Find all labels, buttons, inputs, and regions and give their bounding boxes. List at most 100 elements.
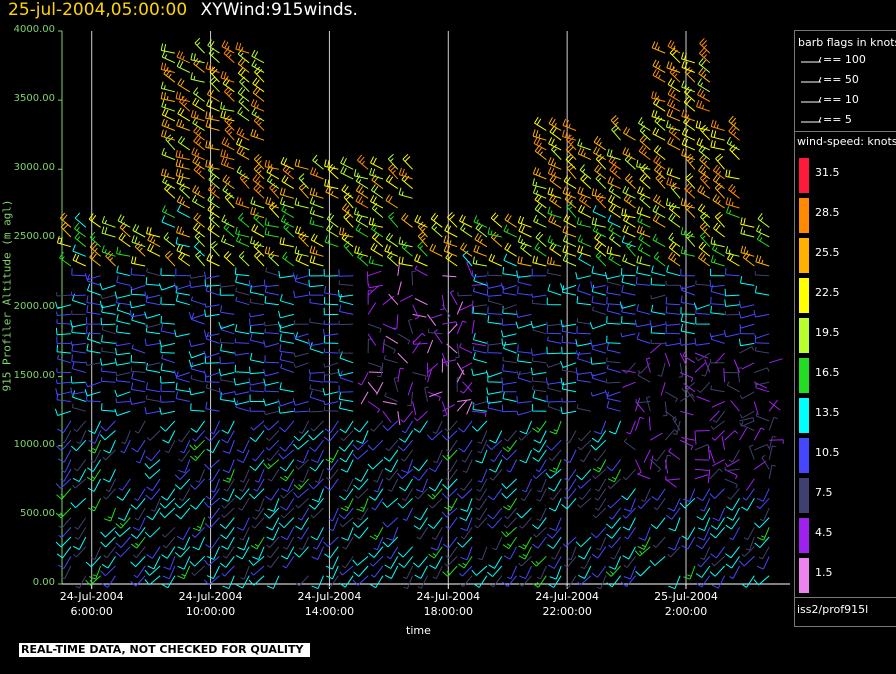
wind-barb: [323, 400, 339, 406]
wind-barb: [145, 323, 161, 329]
wind-barb: [487, 507, 503, 520]
wind-barb: [208, 469, 220, 482]
wind-barb: [594, 488, 607, 501]
wind-barb: [684, 183, 696, 199]
wind-barb: [622, 468, 636, 481]
wind-barb: [190, 110, 205, 122]
wind-barb: [622, 517, 636, 531]
wind-barb: [279, 196, 294, 209]
wind-barb: [604, 389, 621, 397]
wind-barb: [578, 565, 592, 579]
wind-barb: [100, 420, 116, 432]
wind-barb: [578, 252, 592, 267]
wind-barb: [101, 367, 116, 373]
wind-barb: [561, 285, 577, 296]
wind-barb: [101, 377, 116, 383]
wind-barb: [532, 385, 547, 393]
wind-barb: [561, 397, 577, 403]
wind-barb: [430, 536, 443, 551]
wind-barb: [606, 296, 621, 306]
wind-barb: [203, 329, 220, 338]
wind-barb: [353, 420, 369, 433]
wind-barb: [537, 478, 547, 493]
wind-barb: [267, 556, 280, 568]
wind-barb: [694, 459, 709, 461]
wind-barb: [502, 266, 517, 277]
wind-barb: [759, 507, 770, 522]
wind-barb: [694, 468, 709, 471]
wind-barb: [460, 381, 473, 394]
wind-barb: [145, 277, 161, 286]
wind-barb: [373, 536, 384, 551]
speed-label: 16.5: [815, 366, 840, 379]
wind-barb: [429, 391, 443, 398]
speed-swatch: [799, 518, 809, 553]
wind-barb: [293, 362, 309, 368]
wind-barb: [236, 127, 250, 141]
wind-barb: [194, 37, 205, 54]
wind-barb: [175, 159, 190, 170]
wind-barb: [263, 398, 280, 406]
wind-barb: [532, 517, 547, 530]
wind-barb: [589, 322, 606, 330]
speed-label: 13.5: [815, 406, 840, 419]
wind-barb: [502, 384, 517, 393]
wind-barb: [399, 294, 413, 302]
wind-barb: [281, 478, 295, 492]
wind-barb: [384, 565, 399, 579]
wind-barb: [398, 187, 413, 199]
wind-barb: [624, 527, 636, 540]
wind-barb: [697, 203, 711, 219]
wind-barb: [460, 517, 473, 532]
wind-barb: [486, 387, 502, 395]
wind-barb: [531, 556, 547, 567]
wind-barb: [309, 459, 324, 472]
wind-barb: [590, 391, 606, 397]
wind-barb: [176, 176, 190, 190]
wind-barb: [161, 215, 176, 228]
wind-barb: [459, 575, 473, 587]
wind-barb: [100, 430, 116, 441]
wind-barb: [549, 488, 562, 501]
wind-barb: [221, 565, 235, 577]
wind-barb: [162, 565, 176, 580]
wind-barb: [147, 233, 161, 248]
speed-label: 10.5: [815, 446, 840, 459]
wind-barb: [576, 468, 592, 481]
wind-barb: [457, 420, 473, 433]
wind-barb: [100, 536, 116, 548]
wind-barb: [610, 115, 621, 131]
wind-barb: [626, 240, 636, 257]
wind-barb: [446, 343, 458, 354]
wind-barb: [756, 488, 770, 502]
wind-barb: [667, 98, 681, 112]
x-tick-label: 24-Jul-2004 6:00:00: [47, 589, 137, 619]
wind-barb: [236, 439, 250, 454]
wind-barb: [693, 302, 710, 310]
wind-barb: [501, 377, 517, 385]
wind-barb: [459, 242, 473, 257]
wind-barb: [205, 284, 220, 296]
wind-barb: [174, 497, 191, 509]
wind-barb: [382, 410, 392, 423]
wind-barb: [193, 164, 205, 180]
wind-barb: [382, 497, 399, 508]
wind-barb: [222, 174, 235, 190]
wind-barb: [400, 410, 413, 423]
wind-barb: [590, 339, 606, 347]
wind-barb: [221, 40, 235, 54]
wind-barb: [402, 565, 414, 580]
wind-barb: [681, 52, 696, 64]
wind-barb: [309, 291, 324, 296]
wind-barb: [725, 169, 740, 180]
wind-barb: [192, 97, 205, 112]
wind-barb: [192, 155, 205, 170]
wind-barb: [660, 382, 666, 396]
wind-barb: [204, 279, 220, 287]
wind-barb: [710, 284, 725, 296]
wind-barb: [162, 536, 176, 549]
wind-barb: [248, 280, 265, 288]
wind-barb: [634, 546, 651, 557]
wind-barb: [129, 310, 146, 318]
wind-barb: [144, 338, 161, 347]
